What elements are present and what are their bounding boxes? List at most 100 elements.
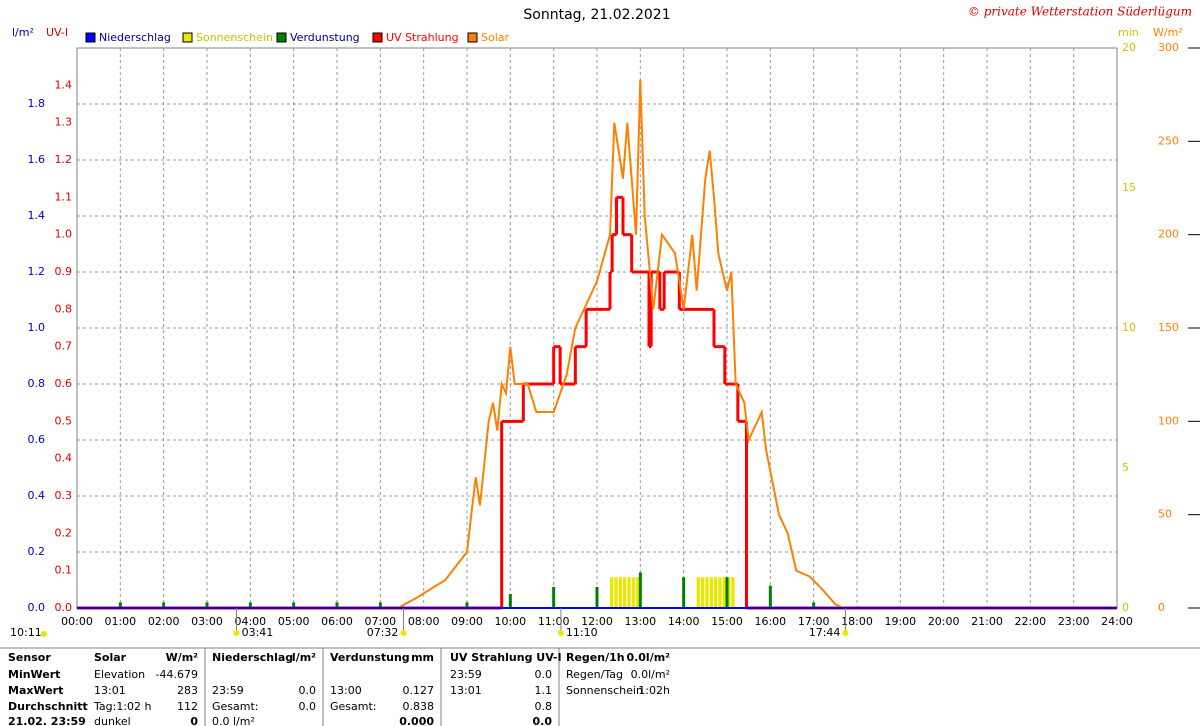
sunshine-bar <box>714 577 718 608</box>
evaporation-bar <box>508 594 512 608</box>
table-cell: 0.0 <box>299 684 317 697</box>
table-cell: 0.838 <box>403 700 435 713</box>
table-cell: 1.1 <box>535 684 553 697</box>
table-cell: MinWert <box>8 668 60 681</box>
legend-label: Verdunstung <box>290 31 360 44</box>
evaporation-bar <box>162 602 166 608</box>
y-tick-label: 0.8 <box>28 377 46 390</box>
y-tick-label: 0.2 <box>28 545 46 558</box>
legend-label: Niederschlag <box>99 31 171 44</box>
x-tick-label: 20:00 <box>928 615 960 628</box>
x-tick-label: 23:00 <box>1058 615 1090 628</box>
sunshine-bar <box>705 577 709 608</box>
series-line <box>397 79 845 609</box>
evaporation-bar <box>595 587 599 608</box>
y-tick-label: 0.1 <box>55 564 73 577</box>
table-cell: 0.0l/m² <box>631 668 670 681</box>
legend-label: UV Strahlung <box>386 31 459 44</box>
table-cell: UV Strahlung UV-I <box>450 651 562 664</box>
table-cell: 13:00 <box>330 684 362 697</box>
y-tick-label: 1.2 <box>28 265 46 278</box>
table-cell: Gesamt: <box>212 700 259 713</box>
y-tick-label: 0.6 <box>55 377 73 390</box>
table-cell: Verdunstung <box>330 651 410 664</box>
y-tick-label: 200 <box>1158 228 1179 241</box>
sunshine-bar <box>718 577 722 608</box>
table-cell: mm <box>411 651 434 664</box>
table-cell: 0.000 <box>399 715 434 726</box>
evaporation-bar <box>682 577 686 608</box>
x-tick-label: 10:00 <box>494 615 526 628</box>
marker-label: 07:32 <box>367 626 399 639</box>
x-tick-label: 17:00 <box>798 615 830 628</box>
sunshine-bar <box>727 577 731 608</box>
table-cell: MaxWert <box>8 684 63 697</box>
y-tick-label: 0.0 <box>28 601 46 614</box>
evaporation-bar <box>638 572 642 608</box>
table-cell: Solar <box>94 651 127 664</box>
y-tick-label: 0.6 <box>28 433 46 446</box>
chart-title: Sonntag, 21.02.2021 <box>523 7 670 23</box>
y-tick-label: 1.1 <box>55 190 73 203</box>
x-tick-label: 15:00 <box>711 615 743 628</box>
table-cell: 0.0l/m² <box>626 651 670 664</box>
evaporation-bar <box>248 602 252 608</box>
x-tick-label: 00:00 <box>61 615 93 628</box>
moon-icon <box>41 631 47 637</box>
legend-swatch <box>372 32 383 43</box>
sunshine-bar <box>696 577 700 608</box>
evaporation-bar <box>118 602 122 608</box>
x-tick-label: 19:00 <box>884 615 916 628</box>
x-tick-label: 08:00 <box>408 615 440 628</box>
y-tick-label: 0 <box>1158 601 1165 614</box>
evaporation-bar <box>205 602 209 608</box>
evaporation-bar <box>552 587 556 608</box>
table-cell: Sonnenschein <box>566 684 643 697</box>
y-tick-label: 150 <box>1158 321 1179 334</box>
y4-axis-label: W/m² <box>1153 26 1183 39</box>
y-tick-label: 0 <box>1122 601 1129 614</box>
sunshine-bar <box>614 577 618 608</box>
table-cell: 0.0 <box>299 700 317 713</box>
x-tick-label: 22:00 <box>1014 615 1046 628</box>
evaporation-bar <box>465 602 469 608</box>
sun-icon <box>400 630 407 636</box>
y-tick-label: 10 <box>1122 321 1136 334</box>
y-tick-label: 0.3 <box>55 489 73 502</box>
y-tick-label: 0.4 <box>55 452 73 465</box>
y-tick-label: 20 <box>1122 41 1136 54</box>
y-tick-label: 5 <box>1122 461 1129 474</box>
sun-icon <box>557 630 564 636</box>
table-cell: Gesamt: <box>330 700 377 713</box>
x-tick-label: 13:00 <box>624 615 656 628</box>
table-cell: 0 <box>190 715 198 726</box>
y-axis-label: l/m² <box>12 26 34 39</box>
evaporation-bar <box>335 602 339 608</box>
sunshine-bar <box>722 577 726 608</box>
table-cell: 23:59 <box>450 668 482 681</box>
y-tick-label: 1.8 <box>28 97 46 110</box>
x-tick-label: 03:00 <box>191 615 223 628</box>
sunshine-bar <box>731 577 735 608</box>
sunshine-bar <box>610 577 614 608</box>
table-cell: 0.0 <box>535 668 553 681</box>
sunshine-bar <box>618 577 622 608</box>
table-cell: dunkel <box>94 715 131 726</box>
sunshine-bar <box>636 577 640 608</box>
table-cell: Durchschnitt <box>8 700 88 713</box>
legend-swatch <box>182 32 193 43</box>
left-note: 10:11 <box>10 626 42 639</box>
y-tick-label: 0.8 <box>55 302 73 315</box>
evaporation-bar <box>378 602 382 608</box>
x-tick-label: 09:00 <box>451 615 483 628</box>
y-tick-label: 1.4 <box>28 209 46 222</box>
evaporation-bar <box>768 585 772 608</box>
table-cell: 13:01 <box>94 684 126 697</box>
y-tick-label: 300 <box>1158 41 1179 54</box>
table-cell: 0.0 l/m² <box>212 715 255 726</box>
y-tick-label: 1.4 <box>55 78 73 91</box>
legend-label: Solar <box>481 31 510 44</box>
marker-label: 17:44 <box>809 626 841 639</box>
x-tick-label: 07:00 <box>364 615 396 628</box>
